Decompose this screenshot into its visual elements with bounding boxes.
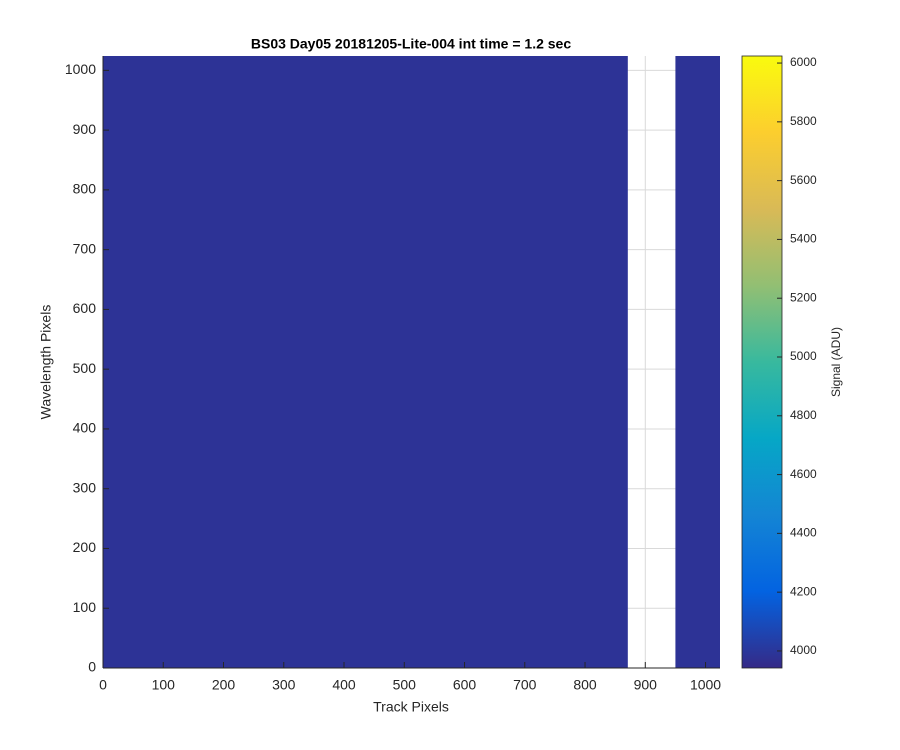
colorbar-tick-label: 4600 — [790, 467, 817, 481]
x-axis-label: Track Pixels — [373, 699, 449, 715]
colorbar-tick-label: 5800 — [790, 114, 817, 128]
x-tick-label: 900 — [634, 677, 658, 693]
colorbar-tick-label: 4800 — [790, 408, 817, 422]
chart-title: BS03 Day05 20181205-Lite-004 int time = … — [251, 36, 571, 52]
y-tick-label: 400 — [73, 420, 97, 436]
y-tick-label: 600 — [73, 300, 97, 316]
x-tick-label: 1000 — [690, 677, 721, 693]
x-tick-label: 300 — [272, 677, 296, 693]
image-region — [103, 56, 628, 668]
colorbar-tick-label: 6000 — [790, 55, 817, 69]
colorbar-tick-label: 4200 — [790, 584, 817, 598]
x-tick-label: 500 — [393, 677, 417, 693]
colorbar-tick-label: 4400 — [790, 526, 817, 540]
y-tick-label: 100 — [73, 599, 97, 615]
x-tick-label: 700 — [513, 677, 537, 693]
colorbar-tick-label: 5200 — [790, 290, 817, 304]
y-tick-label: 1000 — [65, 61, 96, 77]
colorbar-tick-label: 5600 — [790, 173, 817, 187]
x-tick-label: 200 — [212, 677, 236, 693]
y-tick-label: 300 — [73, 479, 97, 495]
x-tick-label: 600 — [453, 677, 477, 693]
x-tick-label: 100 — [152, 677, 176, 693]
y-tick-label: 500 — [73, 360, 97, 376]
x-tick-label: 400 — [332, 677, 356, 693]
colorbar-tick-label: 5400 — [790, 232, 817, 246]
y-axis-label: Wavelength Pixels — [38, 305, 54, 420]
colorbar-tick-label: 4000 — [790, 643, 817, 657]
y-tick-label: 900 — [73, 121, 97, 137]
x-tick-label: 800 — [573, 677, 597, 693]
colorbar-label: Signal (ADU) — [829, 327, 843, 397]
colorbar-tick-label: 5000 — [790, 349, 817, 363]
y-tick-label: 200 — [73, 539, 97, 555]
image-region — [675, 56, 720, 668]
y-tick-label: 700 — [73, 240, 97, 256]
colorbar — [741, 55, 783, 669]
y-tick-label: 800 — [73, 181, 97, 197]
y-tick-label: 0 — [88, 659, 96, 675]
x-tick-label: 0 — [99, 677, 107, 693]
